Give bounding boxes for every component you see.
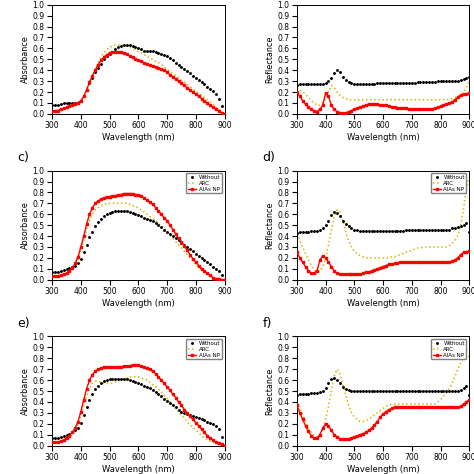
Legend: Without, ARC, AlAs NP: Without, ARC, AlAs NP [431,173,466,193]
Y-axis label: Absorbance: Absorbance [20,36,29,83]
Text: d): d) [263,151,275,164]
X-axis label: Wavelength (nm): Wavelength (nm) [346,299,419,308]
Text: e): e) [18,317,30,330]
X-axis label: Wavelength (nm): Wavelength (nm) [102,299,175,308]
X-axis label: Wavelength (nm): Wavelength (nm) [346,133,419,142]
Text: f): f) [263,317,272,330]
X-axis label: Wavelength (nm): Wavelength (nm) [102,133,175,142]
Y-axis label: Absorbance: Absorbance [20,367,29,415]
Text: c): c) [18,151,29,164]
Y-axis label: Reflectance: Reflectance [265,367,274,415]
Y-axis label: Reflectance: Reflectance [265,36,274,83]
Legend: Without, ARC, AlAs NP: Without, ARC, AlAs NP [186,173,222,193]
X-axis label: Wavelength (nm): Wavelength (nm) [346,465,419,474]
Y-axis label: Reflectance: Reflectance [265,201,274,249]
Y-axis label: Absorbance: Absorbance [20,201,29,249]
Legend: Without, ARC, AlAs NP: Without, ARC, AlAs NP [186,339,222,359]
X-axis label: Wavelength (nm): Wavelength (nm) [102,465,175,474]
Legend: Without, ARC, AlAs NP: Without, ARC, AlAs NP [431,339,466,359]
